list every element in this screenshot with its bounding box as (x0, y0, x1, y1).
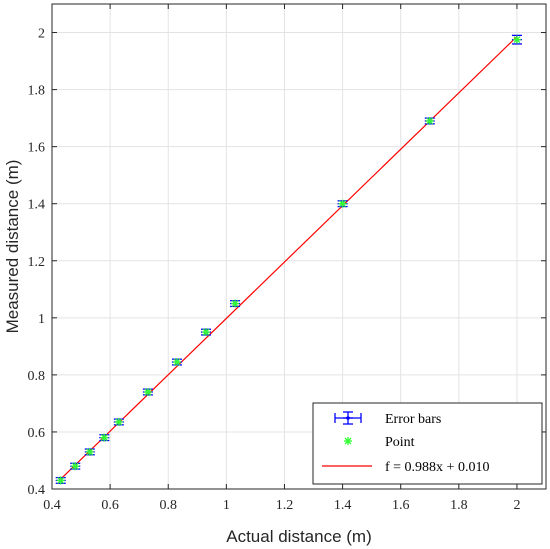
y-tick-label: 0.6 (28, 426, 46, 441)
legend-point-symbol (344, 437, 352, 445)
data-point (202, 328, 211, 337)
legend: Error bars Point f = 0.988x + 0.010 (312, 402, 543, 485)
y-tick-label: 1 (38, 312, 45, 327)
data-point (143, 388, 152, 396)
x-axis-label: Actual distance (m) (226, 527, 372, 546)
data-point (425, 116, 434, 125)
data-point (114, 417, 123, 426)
x-tick-label: 1.6 (392, 498, 410, 513)
data-point (172, 358, 181, 367)
y-tick-label: 0.8 (28, 369, 46, 384)
legend-label-point: Point (385, 435, 415, 450)
fit-line (60, 36, 518, 480)
legend-label-fit-line: f = 0.988x + 0.010 (385, 460, 489, 475)
legend-label-error-bars: Error bars (385, 412, 441, 427)
x-tick-label: 2 (513, 498, 520, 513)
y-tick-label: 0.4 (28, 483, 46, 498)
x-tick-label: 0.8 (159, 498, 177, 513)
x-tick-label: 1.4 (334, 498, 352, 513)
data-point (85, 447, 94, 456)
data-point (100, 433, 109, 442)
y-tick-label: 1.6 (28, 141, 46, 156)
x-tick-label: 1.2 (276, 498, 294, 513)
data-point (56, 476, 65, 485)
x-tick-label: 0.6 (101, 498, 119, 513)
y-tick-label: 1.4 (28, 198, 46, 213)
y-axis-label: Measured distance (m) (3, 160, 22, 334)
legend-swatch-point (344, 437, 352, 445)
y-tick-label: 1.8 (28, 84, 46, 99)
y-tick-label: 1.2 (28, 255, 46, 270)
y-tick-label: 2 (38, 27, 45, 42)
legend-swatch-error-bars (334, 411, 362, 425)
x-tick-label: 1 (223, 498, 230, 513)
data-point (231, 299, 240, 308)
plot-frame (51, 3, 547, 490)
x-tick-label: 0.4 (43, 498, 61, 513)
data-point (512, 35, 521, 44)
x-tick-label: 1.8 (450, 498, 468, 513)
data-point (71, 462, 80, 471)
data-point (338, 199, 347, 208)
series-layer (55, 34, 522, 485)
ticks: 0.4 0.6 0.8 1 1.2 1.4 1.6 1.8 2 0.4 0.6 0.8 1 1.2 1.4 1… (28, 4, 546, 513)
